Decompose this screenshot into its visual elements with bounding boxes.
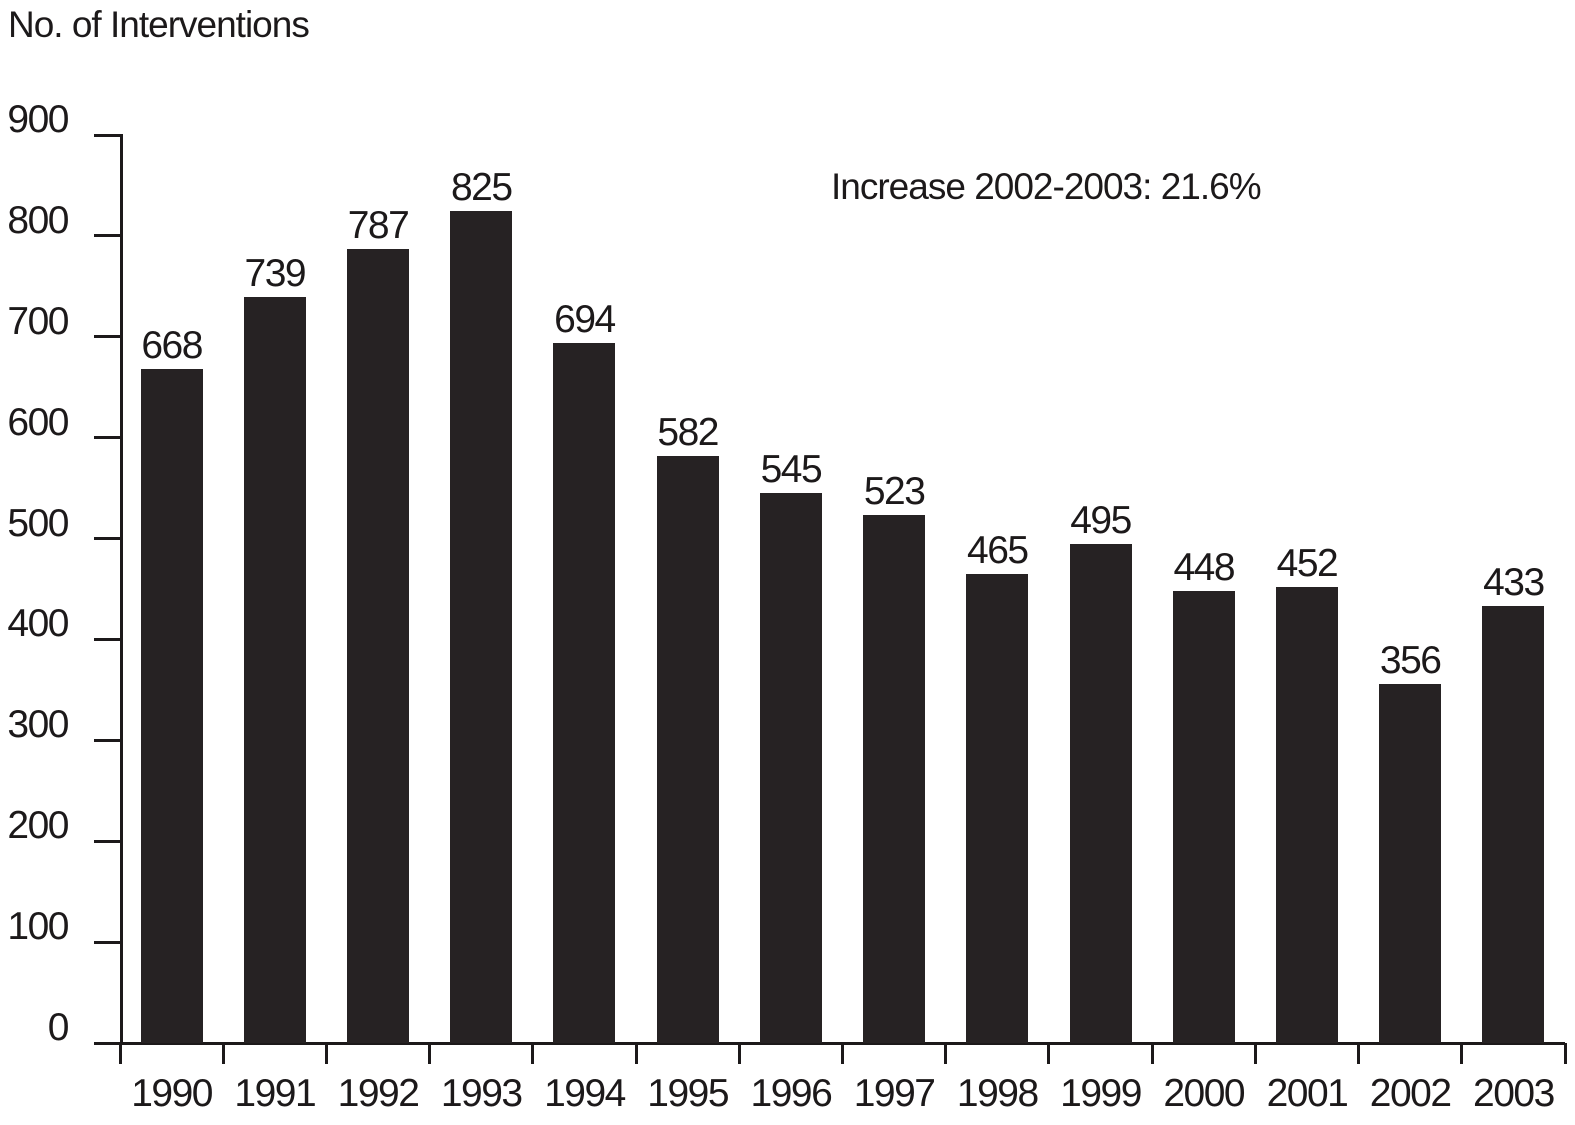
x-axis-category-label: 1999	[1060, 1072, 1142, 1115]
bar-value-label: 356	[1379, 638, 1442, 682]
bar-value-label: 694	[554, 297, 616, 341]
x-axis-tick	[1460, 1043, 1464, 1064]
bar-1999	[1069, 543, 1132, 1043]
x-axis-tick	[737, 1043, 741, 1064]
y-axis-tick-label: 800	[7, 198, 69, 242]
x-axis-tick	[324, 1043, 328, 1064]
y-axis-tick	[94, 839, 120, 843]
y-axis-tick	[94, 335, 120, 339]
bar-value-label: 787	[347, 204, 410, 247]
x-axis-category-label: 1996	[750, 1072, 833, 1115]
bar-2001	[1275, 586, 1338, 1043]
bar-value-label: 495	[1070, 498, 1132, 542]
bar-value-label: 448	[1173, 546, 1235, 590]
y-axis-tick	[94, 436, 120, 440]
bar-1998	[966, 573, 1029, 1043]
x-axis-category-label: 2003	[1473, 1072, 1555, 1115]
x-axis-category-label: 1998	[956, 1072, 1039, 1115]
bar-1991	[243, 297, 306, 1043]
bar-1993	[450, 210, 513, 1043]
y-axis-tick-label: 100	[7, 905, 69, 949]
bar-value-label: 668	[141, 324, 203, 368]
bar-2002	[1379, 683, 1442, 1043]
x-axis-tick	[944, 1043, 948, 1064]
x-axis-tick	[634, 1043, 638, 1064]
bar-value-label: 523	[863, 470, 926, 514]
x-axis-category-label: 1991	[234, 1072, 316, 1115]
y-axis-tick-label: 700	[7, 299, 69, 343]
bar-value-label: 825	[450, 165, 513, 209]
x-axis-tick	[1357, 1043, 1361, 1064]
bar-value-label: 452	[1276, 541, 1339, 585]
bar-1992	[347, 249, 410, 1043]
x-axis-tick	[1047, 1043, 1051, 1064]
x-axis-category-label: 1995	[647, 1072, 729, 1115]
bar-1994	[553, 342, 616, 1043]
bar-2003	[1482, 606, 1545, 1043]
y-axis-tick-label: 500	[7, 501, 69, 545]
x-axis-tick	[841, 1043, 844, 1064]
x-axis-category-label: 1994	[544, 1072, 626, 1115]
y-axis-tick-label: 200	[7, 804, 69, 848]
y-axis-tick	[94, 940, 120, 944]
bar-value-label: 582	[657, 410, 719, 454]
x-axis-tick	[531, 1043, 535, 1064]
y-axis-tick-label: 400	[7, 602, 69, 646]
x-axis-tick	[428, 1043, 432, 1064]
y-axis-tick	[94, 1041, 120, 1045]
chart-title: No. of Interventions	[8, 4, 310, 45]
x-axis-category-label: 1992	[337, 1072, 420, 1115]
y-axis-line	[120, 133, 123, 1045]
bar-value-label: 433	[1483, 561, 1545, 605]
y-axis-tick-label: 0	[47, 1006, 70, 1049]
y-axis-tick-label: 900	[7, 98, 69, 141]
y-axis-tick-label: 300	[7, 703, 69, 747]
bar-2000	[1172, 591, 1235, 1043]
x-axis-tick	[1563, 1043, 1567, 1064]
x-axis-category-label: 1990	[131, 1072, 213, 1115]
x-axis-category-label: 1993	[440, 1072, 523, 1115]
bar-value-label: 739	[244, 252, 307, 296]
bar-1997	[863, 515, 926, 1043]
y-axis-tick	[94, 133, 120, 137]
bar-value-label: 545	[760, 448, 823, 492]
y-axis-tick	[94, 738, 120, 742]
x-axis-tick	[118, 1043, 122, 1064]
x-axis-tick	[1253, 1043, 1257, 1064]
y-axis-tick	[94, 637, 120, 641]
y-axis-tick	[94, 234, 120, 238]
bar-1996	[759, 493, 822, 1043]
bar-1990	[140, 369, 203, 1043]
x-axis-category-label: 1997	[853, 1072, 936, 1115]
x-axis-category-label: 2002	[1369, 1072, 1452, 1115]
y-axis-tick-label: 600	[7, 400, 69, 444]
x-axis-category-label: 2001	[1266, 1072, 1349, 1115]
bar-value-label: 465	[967, 528, 1029, 572]
y-axis-tick	[94, 537, 120, 541]
x-axis-category-label: 2000	[1163, 1072, 1245, 1115]
chart-annotation: Increase 2002-2003: 21.6%	[831, 166, 1262, 207]
bar-1995	[656, 455, 719, 1043]
x-axis-tick	[221, 1043, 225, 1064]
x-axis-tick	[1150, 1043, 1154, 1064]
